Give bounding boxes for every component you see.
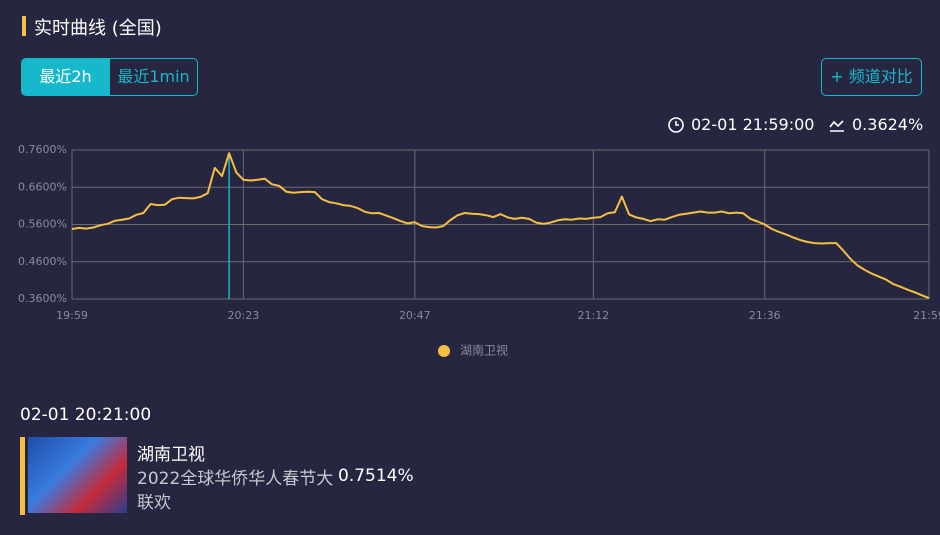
- x-tick-label: 20:23: [228, 309, 260, 322]
- series-line: [71, 152, 930, 300]
- legend-swatch: [438, 345, 450, 357]
- status-value: 0.3624%: [852, 115, 924, 134]
- program-time: 02-01 20:21:00: [20, 405, 152, 425]
- y-tick-label: 0.5600%: [18, 218, 67, 231]
- x-tick-label: 19:59: [56, 309, 88, 322]
- trend-icon: [829, 120, 844, 132]
- program-thumbnail: [28, 437, 127, 513]
- y-tick-label: 0.7600%: [18, 143, 67, 156]
- page-title: 实时曲线 (全国): [34, 18, 162, 39]
- show-name: 2022全球华侨华人春节大联欢: [137, 469, 334, 513]
- x-tick-label: 21:36: [749, 309, 781, 322]
- channel-name: 湖南卫视: [137, 445, 205, 465]
- title-bar: [22, 16, 26, 36]
- program-marker: [20, 437, 25, 515]
- program-rating: 0.7514%: [338, 466, 414, 486]
- x-tick-label: 20:47: [399, 309, 431, 322]
- legend-label: 湖南卫视: [460, 343, 508, 358]
- x-tick-label: 21:12: [577, 309, 609, 322]
- compare-button[interactable]: + 频道对比: [821, 58, 922, 96]
- chart: 0.3600% 0.4600% 0.5600% 0.6600% 0.7600% 19:59…: [18, 143, 940, 358]
- range-1min-button[interactable]: 最近1min: [109, 58, 198, 96]
- range-2h-button[interactable]: 最近2h: [21, 58, 110, 96]
- x-tick-label: 21:59: [913, 309, 940, 322]
- clock-icon: [668, 117, 684, 133]
- y-tick-label: 0.4600%: [18, 255, 67, 268]
- y-tick-label: 0.6600%: [18, 180, 67, 193]
- y-tick-label: 0.3600%: [18, 292, 67, 305]
- status-time: 02-01 21:59:00: [691, 115, 815, 134]
